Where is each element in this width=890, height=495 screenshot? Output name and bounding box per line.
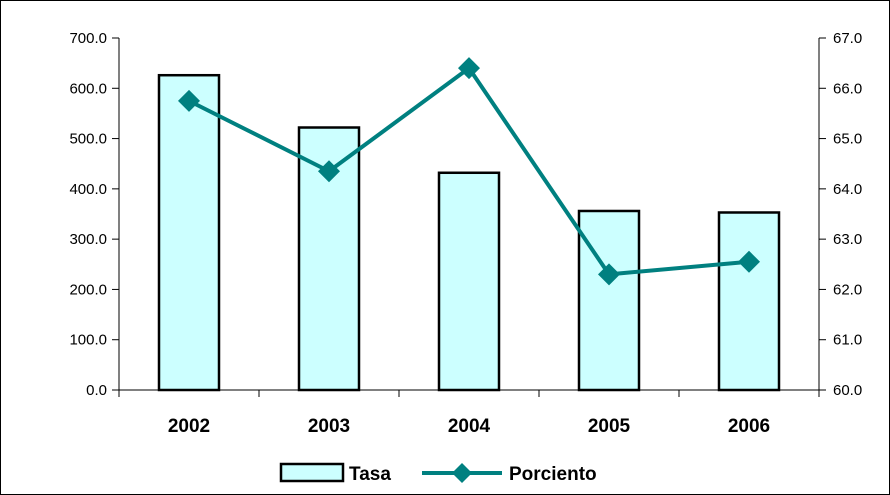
left-tick-label: 200.0: [69, 281, 107, 298]
porciento-marker-2006: [738, 250, 760, 273]
porciento-marker-2005: [598, 263, 620, 286]
right-tick-label: 61.0: [833, 332, 862, 349]
legend-label-porciento: Porciento: [509, 464, 597, 485]
bar-2006: [717, 211, 781, 392]
x-category-label: 2004: [448, 416, 491, 437]
left-tick-label: 500.0: [69, 131, 107, 148]
bar-2002: [157, 73, 221, 392]
right-tick-label: 64.0: [833, 181, 862, 198]
left-tick-label: 100.0: [69, 332, 107, 349]
left-tick-label: 600.0: [69, 80, 107, 97]
porciento-marker-2004: [458, 57, 480, 80]
legend-marker-porciento: [452, 463, 472, 483]
right-tick-label: 67.0: [833, 30, 862, 47]
bar-2005: [577, 209, 641, 392]
line-series-porciento: [178, 57, 760, 286]
legend-label-tasa: Tasa: [349, 464, 391, 485]
bar-series-tasa: [157, 73, 781, 392]
left-tick-label: 700.0: [69, 30, 107, 47]
left-tick-label: 300.0: [69, 231, 107, 248]
bar-2004: [437, 171, 501, 392]
legend-swatch-tasa: [279, 462, 345, 483]
porciento-marker-2003: [318, 160, 340, 183]
x-category-label: 2006: [728, 416, 770, 437]
left-tick-label: 400.0: [69, 181, 107, 198]
porciento-marker-2002: [178, 89, 200, 112]
left-tick-label: 0.0: [86, 382, 107, 399]
legend: Tasa Porciento: [279, 462, 597, 485]
right-tick-label: 62.0: [833, 281, 862, 298]
x-category-label: 2005: [588, 416, 631, 437]
x-category-label: 2003: [308, 416, 350, 437]
x-axis: 2002 2003 2004 2005 2006: [118, 389, 820, 437]
x-category-label: 2002: [168, 416, 210, 437]
right-tick-label: 65.0: [833, 131, 862, 148]
right-y-axis: 60.0 61.0 62.0 63.0 64.0 65.0 66.0 67.0: [818, 30, 862, 399]
left-y-axis: 0.0 100.0 200.0 300.0 400.0 500.0 600.0 700.0: [69, 30, 120, 399]
right-tick-label: 66.0: [833, 80, 862, 97]
right-tick-label: 60.0: [833, 382, 862, 399]
right-tick-label: 63.0: [833, 231, 862, 248]
